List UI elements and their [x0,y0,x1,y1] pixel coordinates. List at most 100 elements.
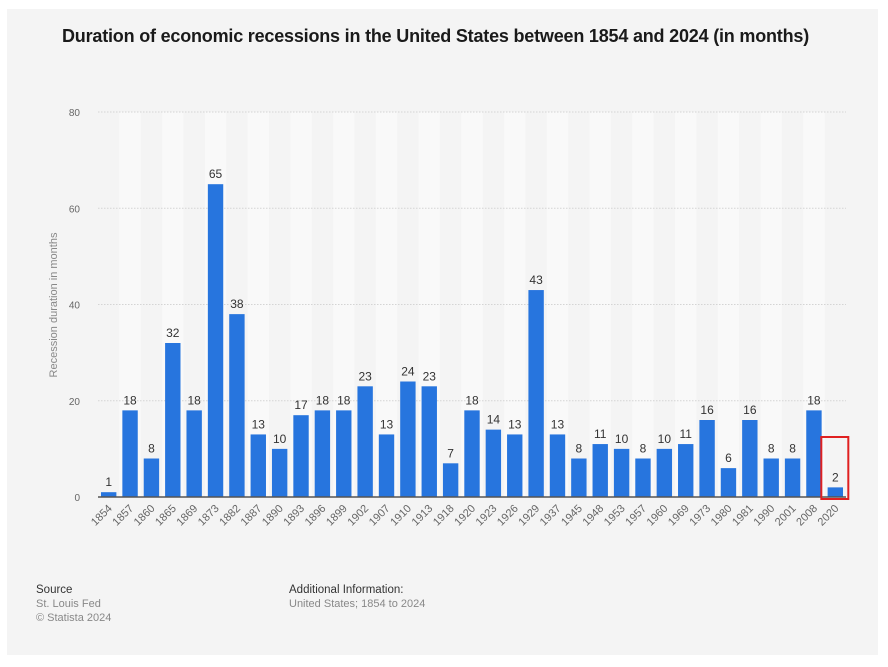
x-tick-label-1860: 1860 [132,503,158,529]
source-block: Source St. Louis Fed © Statista 2024 [36,583,111,625]
x-tick-label-1920: 1920 [452,503,478,529]
x-tick-label-1957: 1957 [623,503,649,529]
data-label-1980: 6 [725,451,732,465]
x-tick-label-1857: 1857 [110,503,136,529]
bar-2001 [784,458,801,497]
bar-2020 [827,487,844,497]
additional-info-text: United States; 1854 to 2024 [289,598,426,610]
bar-1945 [571,458,587,497]
data-label-1873: 65 [209,167,223,181]
x-tick-label-1929: 1929 [516,503,542,529]
x-tick-label-1910: 1910 [388,503,414,529]
x-tick-label-1887: 1887 [239,503,265,529]
y-tick-label: 80 [69,108,81,119]
bar-1860 [143,458,160,497]
x-tick-label-1865: 1865 [153,503,179,529]
data-label-1973: 16 [700,403,714,417]
source-heading: Source [36,584,73,596]
x-tick-label-2020: 2020 [816,503,842,529]
x-tick-label-1869: 1869 [174,503,200,529]
x-tick-label-1937: 1937 [538,503,564,529]
data-label-1957: 8 [640,442,647,456]
bar-1896 [314,410,331,497]
chart-title: Duration of economic recessions in the U… [62,26,809,46]
data-label-1981: 16 [743,403,757,417]
y-tick-label: 60 [69,204,81,215]
y-tick-label: 0 [74,493,80,504]
bar-1882 [229,314,245,497]
data-label-1882: 38 [230,297,244,311]
x-tick-label-1948: 1948 [581,503,607,529]
bar-1920 [464,410,480,497]
x-tick-label-1960: 1960 [645,503,671,529]
data-label-1937: 13 [551,417,565,431]
data-label-1923: 14 [487,413,501,427]
bar-1890 [271,448,288,497]
data-label-1902: 23 [358,369,372,383]
y-tick-label: 40 [69,301,81,312]
bar-1923 [485,429,502,497]
bar-1960 [656,448,673,497]
data-label-1929: 43 [529,273,543,287]
data-label-1907: 13 [380,417,394,431]
bar-1990 [763,458,779,497]
data-label-1960: 10 [658,432,672,446]
data-label-1857: 18 [123,393,137,407]
x-tick-label-1990: 1990 [752,503,778,529]
bar-1854 [100,492,117,497]
data-label-1865: 32 [166,326,180,340]
x-tick-label-1893: 1893 [281,503,307,529]
x-tick-label-1945: 1945 [559,503,585,529]
bar-1918 [442,463,459,497]
data-label-2008: 18 [807,393,821,407]
y-axis-label: Recession duration in months [48,232,60,377]
x-tick-label-1969: 1969 [666,503,692,529]
data-label-1910: 24 [401,365,415,379]
data-label-1887: 13 [252,417,266,431]
bar-1980 [720,468,737,497]
x-tick-label-1899: 1899 [324,503,350,529]
x-tick-label-1907: 1907 [367,503,393,529]
bar-2008 [806,410,822,497]
x-tick-label-1953: 1953 [602,503,628,529]
bar-1910 [400,381,416,497]
copyright-line: © Statista 2024 [36,612,112,624]
additional-info-heading: Additional Information: [289,584,404,596]
data-label-1948: 11 [594,427,607,441]
bars [100,184,844,497]
bar-1929 [528,290,544,497]
data-label-1860: 8 [148,442,155,456]
x-tick-label-2008: 2008 [794,503,820,529]
data-label-1899: 18 [337,393,351,407]
data-label-1926: 13 [508,417,522,431]
bar-1937 [549,434,566,497]
data-label-1920: 18 [465,393,479,407]
bar-1926 [507,434,523,497]
bar-1857 [122,410,138,497]
bar-1953 [613,448,630,497]
data-label-1869: 18 [187,393,201,407]
bar-1865 [165,343,181,497]
x-tick-label-1926: 1926 [495,503,521,529]
bar-1907 [378,434,395,497]
x-tick-label-1918: 1918 [431,503,457,529]
source-line: St. Louis Fed [36,598,101,610]
bar-1899 [336,410,352,497]
data-label-1893: 17 [294,398,308,412]
data-label-1969: 11 [679,427,692,441]
x-tick-label-1923: 1923 [474,503,500,529]
y-axis-ticks: 0 20 40 60 80 [69,108,81,504]
x-tick-label-1882: 1882 [217,503,243,529]
x-tick-label-1913: 1913 [410,503,436,529]
bar-1887 [250,434,266,497]
y-tick-label: 20 [69,397,81,408]
x-tick-label-1980: 1980 [709,503,735,529]
x-tick-label-1973: 1973 [687,503,713,529]
data-label-1990: 8 [768,442,775,456]
x-axis-ticks: 1854185718601865186918731882188718901893… [89,503,841,529]
bar-1957 [635,458,651,497]
bar-1981 [742,420,758,497]
data-label-1854: 1 [105,475,112,489]
